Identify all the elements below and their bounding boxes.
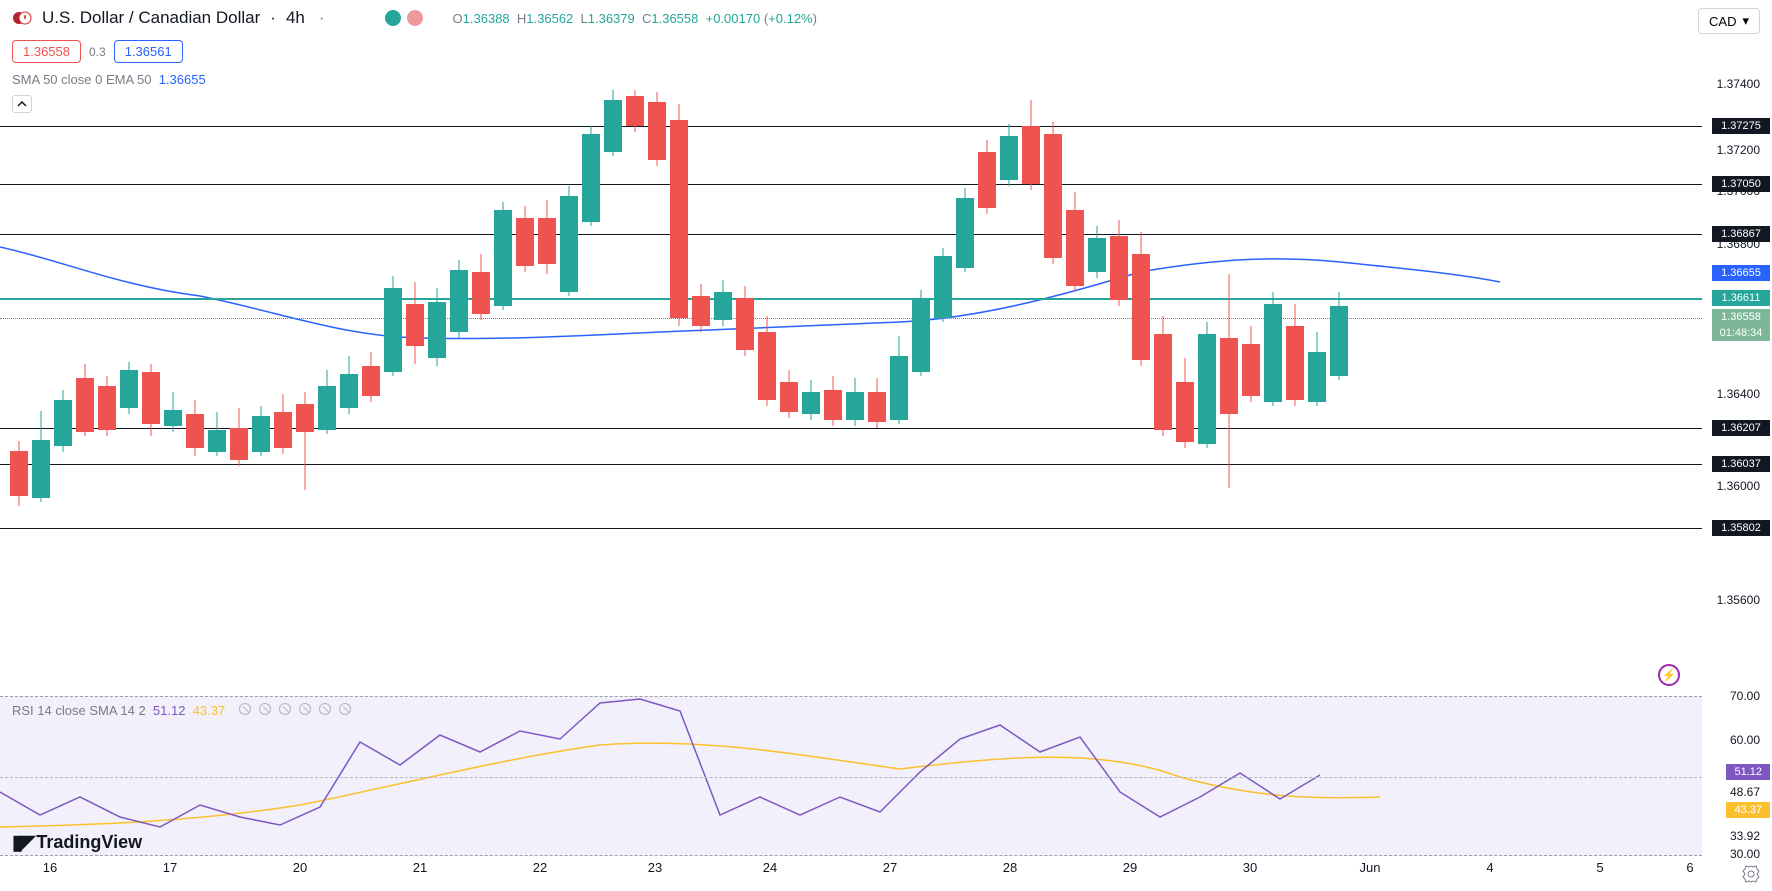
time-tick: 17 xyxy=(163,860,177,875)
horizontal-line[interactable] xyxy=(0,318,1702,319)
time-tick: 5 xyxy=(1596,860,1603,875)
time-tick: 23 xyxy=(648,860,662,875)
price-marker: 1.36867 xyxy=(1712,226,1770,242)
logo-text: TradingView xyxy=(36,832,142,853)
time-tick: 30 xyxy=(1243,860,1257,875)
status-pill-green xyxy=(385,10,401,26)
ohlc-change: +0.00170 xyxy=(706,11,761,26)
horizontal-line[interactable] xyxy=(0,298,1702,300)
price-tick: 1.36400 xyxy=(1717,387,1760,401)
price-marker: 1.36207 xyxy=(1712,420,1770,436)
price-tick: 1.37400 xyxy=(1717,77,1760,91)
tradingview-logo[interactable]: ▮◤ TradingView xyxy=(12,830,142,855)
currency-label: CAD xyxy=(1709,14,1736,29)
chart-header: U.S. Dollar / Canadian Dollar · 4h · O1.… xyxy=(12,8,817,28)
header-dot: · xyxy=(319,8,325,28)
ema-line xyxy=(0,36,1702,696)
chevron-down-icon: ▾ xyxy=(1742,13,1749,29)
price-axis[interactable]: 1.374001.372001.370001.368001.366001.364… xyxy=(1702,36,1772,696)
price-marker: 1.36037 xyxy=(1712,456,1770,472)
pair-flag-icon xyxy=(12,8,32,28)
horizontal-line[interactable] xyxy=(0,184,1702,185)
rsi-panel[interactable]: RSI 14 close SMA 14 2 51.12 43.37 xyxy=(0,696,1702,856)
time-tick: 28 xyxy=(1003,860,1017,875)
rsi-tick: 60.00 xyxy=(1730,733,1760,747)
price-tick: 1.37200 xyxy=(1717,143,1760,157)
price-marker: 1.36611 xyxy=(1712,290,1770,306)
price-marker: 1.35802 xyxy=(1712,520,1770,536)
price-tick: 1.36000 xyxy=(1717,479,1760,493)
ohlc-close: 1.36558 xyxy=(651,11,698,26)
horizontal-line[interactable] xyxy=(0,234,1702,235)
time-tick: 4 xyxy=(1486,860,1493,875)
main-chart-area[interactable]: ⚡ xyxy=(0,36,1702,696)
ohlc-display: O1.36388 H1.36562 L1.36379 C1.36558 +0.0… xyxy=(453,11,817,26)
ohlc-change-pct: +0.12% xyxy=(768,11,812,26)
rsi-tick: 30.00 xyxy=(1730,847,1760,861)
ohlc-low: 1.36379 xyxy=(588,11,635,26)
time-tick: 27 xyxy=(883,860,897,875)
currency-selector[interactable]: CAD ▾ xyxy=(1698,8,1760,34)
time-tick: 21 xyxy=(413,860,427,875)
rsi-marker: 51.12 xyxy=(1726,764,1770,780)
time-tick: 22 xyxy=(533,860,547,875)
pair-title[interactable]: U.S. Dollar / Canadian Dollar xyxy=(42,8,260,28)
time-tick: Jun xyxy=(1360,860,1381,875)
rsi-marker: 43.37 xyxy=(1726,802,1770,818)
rsi-tick: 70.00 xyxy=(1730,689,1760,703)
rsi-axis[interactable]: 70.0060.0048.6733.9230.0051.1243.37 xyxy=(1702,696,1772,856)
interval-label[interactable]: 4h xyxy=(286,8,305,28)
time-tick: 20 xyxy=(293,860,307,875)
price-tick: 1.35600 xyxy=(1717,593,1760,607)
rsi-tick: 33.92 xyxy=(1730,829,1760,843)
time-tick: 6 xyxy=(1686,860,1693,875)
time-axis[interactable]: 16 17 20 21 22 23 24 27 28 29 30 Jun 4 5 6 xyxy=(0,860,1702,890)
price-marker: 1.36655 xyxy=(1712,265,1770,281)
status-pill-red xyxy=(407,10,423,26)
ohlc-open: 1.36388 xyxy=(463,11,510,26)
time-tick: 24 xyxy=(763,860,777,875)
rsi-hline xyxy=(0,777,1702,778)
rsi-tick: 48.67 xyxy=(1730,785,1760,799)
time-tick: 16 xyxy=(43,860,57,875)
time-tick: 29 xyxy=(1123,860,1137,875)
ohlc-high: 1.36562 xyxy=(526,11,573,26)
price-marker: 1.37050 xyxy=(1712,176,1770,192)
status-pills xyxy=(385,10,423,26)
lightning-icon[interactable]: ⚡ xyxy=(1658,664,1680,686)
horizontal-line[interactable] xyxy=(0,126,1702,127)
price-marker: 01:48:34 xyxy=(1712,325,1770,341)
settings-icon[interactable] xyxy=(1742,865,1760,883)
price-marker: 1.36558 xyxy=(1712,309,1770,325)
horizontal-line[interactable] xyxy=(0,464,1702,465)
price-marker: 1.37275 xyxy=(1712,118,1770,134)
horizontal-line[interactable] xyxy=(0,528,1702,529)
logo-mark-icon: ▮◤ xyxy=(12,830,32,855)
